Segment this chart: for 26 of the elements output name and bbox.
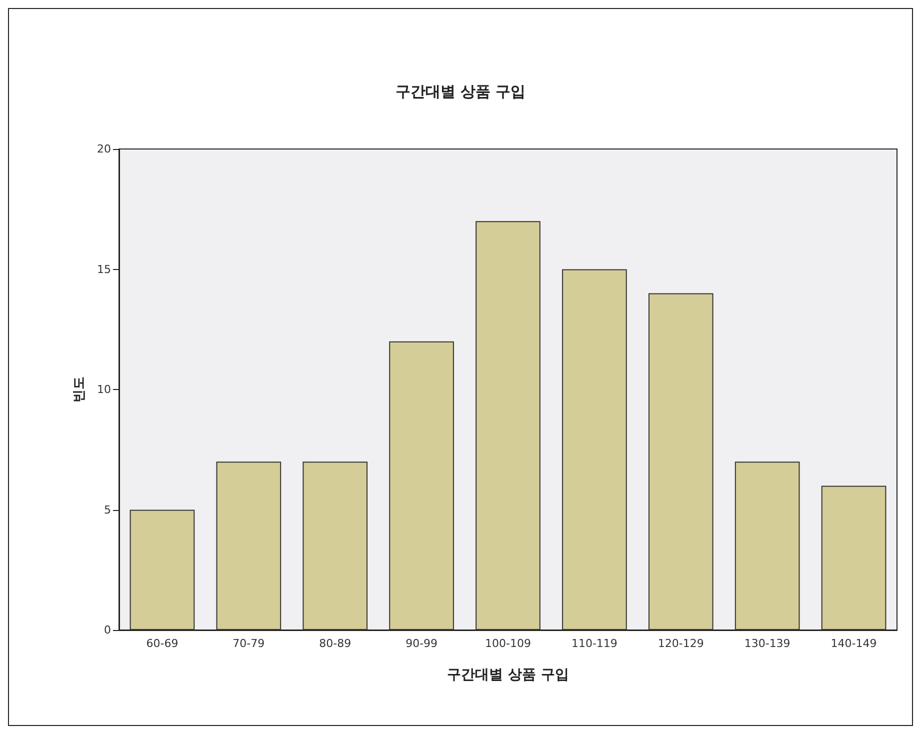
y-axis-title: 빈도 [72, 376, 88, 402]
x-tick-label: 100-109 [485, 637, 531, 650]
bar [476, 221, 540, 630]
bar [302, 462, 368, 630]
y-tick-label: 0 [104, 624, 111, 636]
x-tick-label: 140-149 [830, 637, 877, 650]
x-tick-label: 110-119 [571, 637, 618, 650]
x-tick-label: 60-69 [146, 637, 178, 650]
x-tick-label: 120-129 [658, 637, 704, 650]
bar [648, 293, 714, 630]
x-axis-title: 구간대별 상품 구입 [447, 667, 569, 683]
x-tick-label: 130-139 [744, 637, 790, 650]
y-tick-label: 20 [97, 142, 111, 156]
x-tick-label: 80-89 [319, 637, 352, 650]
chart-title: 구간대별 상품 구입 [395, 82, 526, 100]
bar [389, 341, 454, 630]
x-tick-label: 70-79 [232, 637, 265, 650]
y-tick-label: 5 [104, 503, 111, 516]
y-tick-label: 15 [97, 262, 111, 276]
bar [216, 462, 282, 630]
x-tick-label: 90-99 [406, 637, 438, 650]
bar [562, 269, 627, 630]
bar [734, 462, 800, 630]
bar [130, 510, 195, 630]
y-tick-label: 10 [97, 383, 111, 396]
bar [821, 486, 886, 630]
